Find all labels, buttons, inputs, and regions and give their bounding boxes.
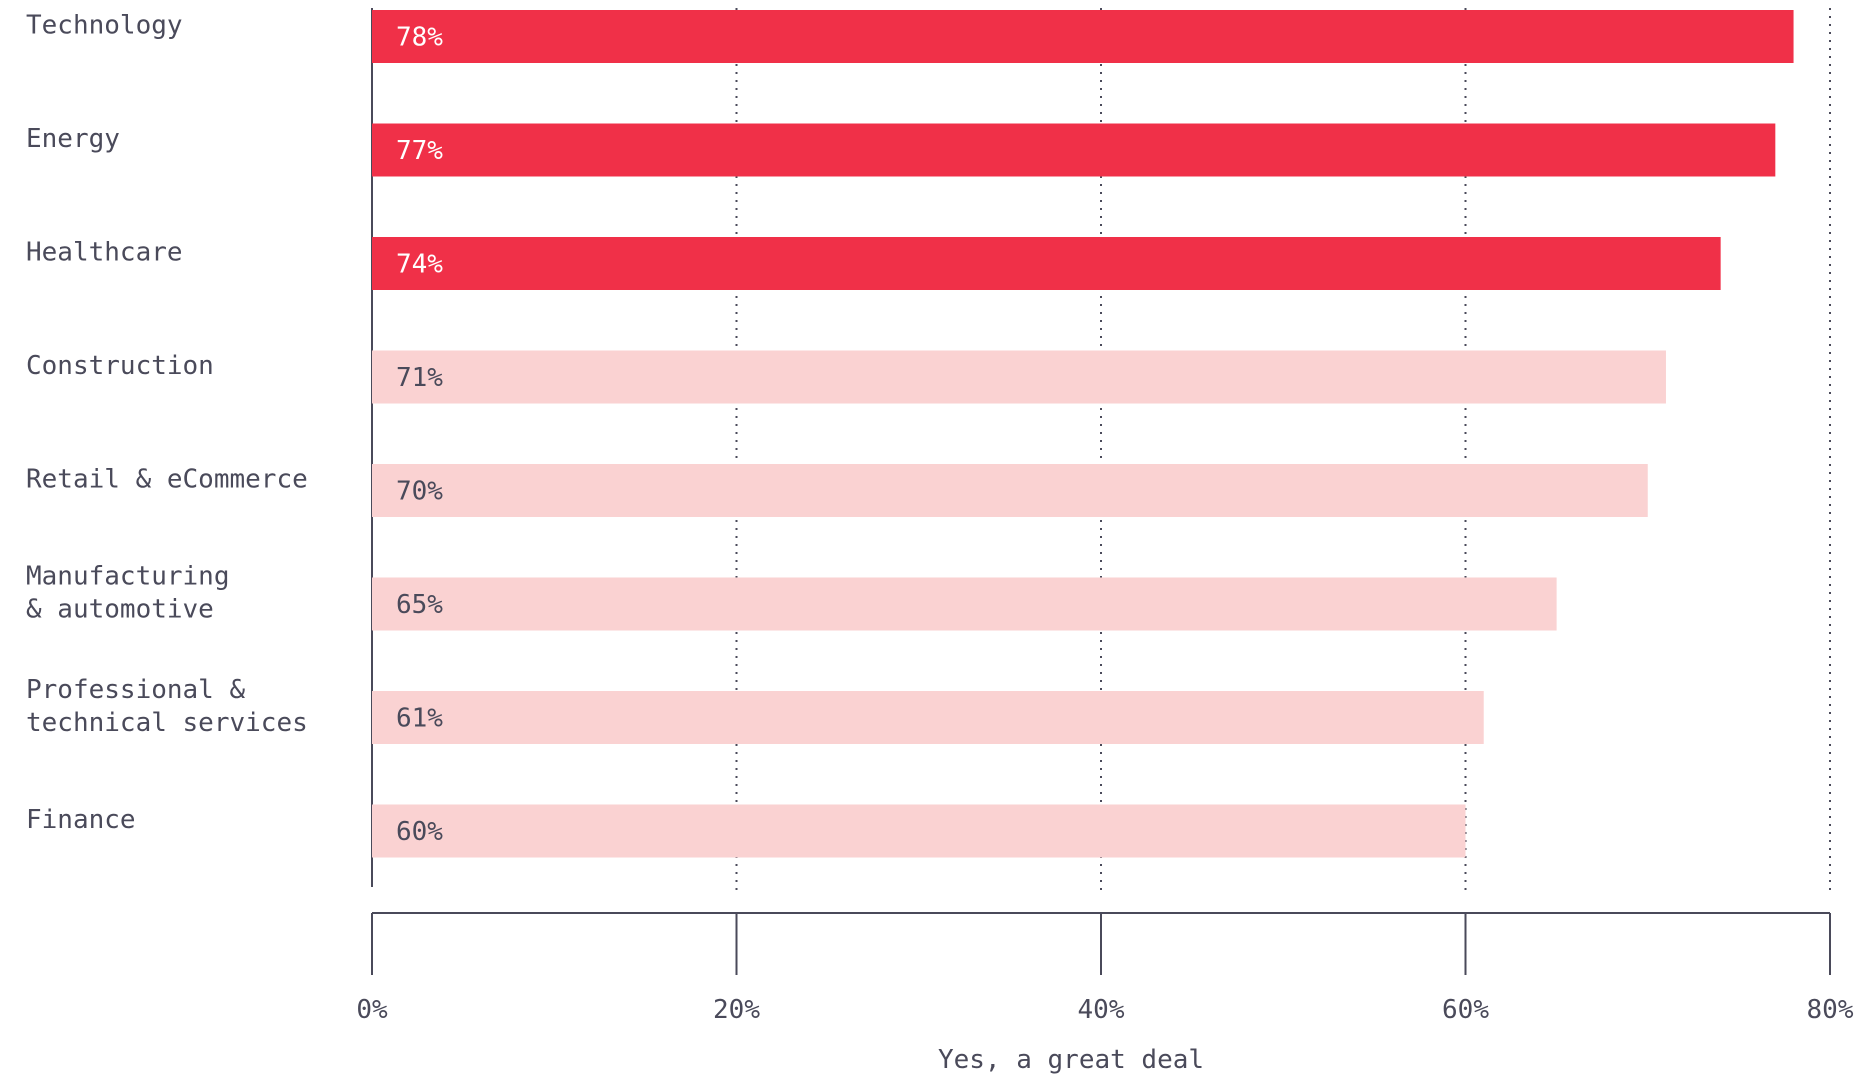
bar-value-label: 60% xyxy=(396,817,443,847)
x-tick-label: 40% xyxy=(1078,995,1125,1025)
category-label: Healthcare xyxy=(26,238,183,268)
bar-value-label: 77% xyxy=(396,136,443,166)
category-labels: Technology Energy Healthcare Construction Re… xyxy=(26,11,308,836)
bars: 78% 77% 74% 71% 70% 65% 61% 60% xyxy=(372,10,1794,858)
x-tick-label: 80% xyxy=(1807,995,1854,1025)
bar xyxy=(372,350,1666,404)
bar-value-label: 65% xyxy=(396,590,443,620)
category-label: Technology xyxy=(26,11,183,41)
x-tick-label: 60% xyxy=(1442,995,1489,1025)
x-axis: 0% 20% 40% 60% 80% xyxy=(356,912,1854,1025)
category-label: Energy xyxy=(26,124,120,154)
bar-value-label: 71% xyxy=(396,363,443,393)
bar xyxy=(372,123,1776,177)
bar xyxy=(372,237,1721,290)
bar xyxy=(372,577,1557,631)
bar xyxy=(372,691,1484,744)
bar xyxy=(372,10,1794,63)
x-tick-label: 0% xyxy=(356,995,388,1025)
bar-value-label: 74% xyxy=(396,250,443,280)
bar xyxy=(372,464,1648,517)
category-label: Manufacturing & automotive xyxy=(26,562,230,625)
category-label: Finance xyxy=(26,805,136,835)
category-label: Retail & eCommerce xyxy=(26,465,308,495)
category-label: Construction xyxy=(26,351,214,381)
bar-value-label: 70% xyxy=(396,477,443,507)
bar xyxy=(372,804,1466,858)
category-label: Professional & technical services xyxy=(26,675,308,738)
bar-value-label: 78% xyxy=(396,23,443,53)
x-tick-label: 20% xyxy=(713,995,760,1025)
bar-value-label: 61% xyxy=(396,704,443,734)
x-axis-title: Yes, a great deal xyxy=(938,1045,1204,1075)
